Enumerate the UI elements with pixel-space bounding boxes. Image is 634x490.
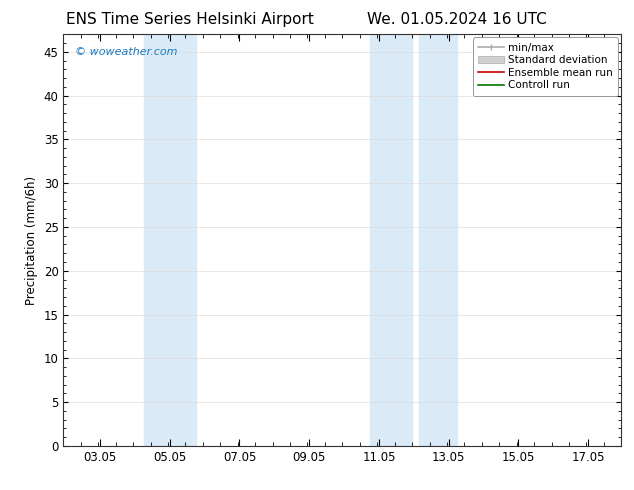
Bar — [143, 34, 196, 446]
Bar — [370, 34, 412, 446]
Text: We. 01.05.2024 16 UTC: We. 01.05.2024 16 UTC — [366, 12, 547, 27]
Y-axis label: Precipitation (mm/6h): Precipitation (mm/6h) — [25, 175, 38, 305]
Text: ENS Time Series Helsinki Airport: ENS Time Series Helsinki Airport — [67, 12, 314, 27]
Bar — [419, 34, 457, 446]
Legend: min/max, Standard deviation, Ensemble mean run, Controll run: min/max, Standard deviation, Ensemble me… — [473, 37, 618, 96]
Text: © woweather.com: © woweather.com — [75, 47, 177, 57]
